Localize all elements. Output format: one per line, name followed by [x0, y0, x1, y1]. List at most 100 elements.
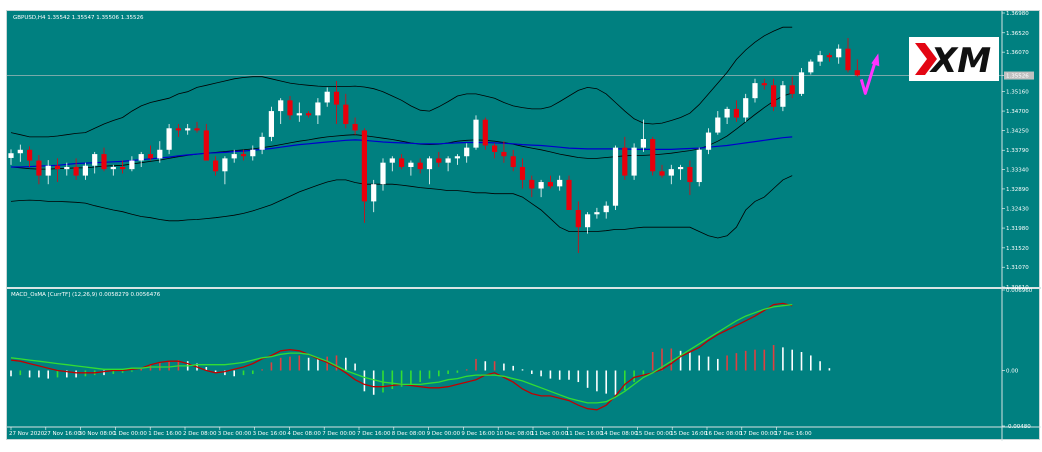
candle-body — [510, 156, 516, 167]
price-tick-label: 1.30610 — [1006, 285, 1029, 291]
candle-body — [333, 91, 340, 105]
candle-body — [27, 149, 33, 161]
candle-body — [566, 179, 572, 211]
candle-body — [743, 98, 749, 118]
candle-body — [110, 166, 116, 170]
candle-body — [92, 154, 98, 166]
time-tick-label: 11 Dec 00:00 — [531, 431, 568, 437]
macd-line — [10, 302, 793, 411]
candle-body — [640, 139, 646, 148]
time-tick-label: 17 Dec 00:00 — [740, 431, 777, 437]
candle-body — [733, 108, 739, 118]
candle-body — [529, 179, 535, 189]
candle-body — [166, 128, 172, 150]
time-tick-label: 2 Dec 08:00 — [183, 431, 217, 437]
candle-body — [715, 117, 721, 133]
time-tick-label: 27 Nov 16:00 — [44, 431, 82, 437]
candle-body — [817, 55, 823, 62]
candle-body — [417, 162, 423, 170]
candle-body — [389, 158, 395, 163]
annotation-arrowhead — [871, 53, 880, 67]
axes: 1.36980 1.36520 1.36070 1.35526 1.35160 1.347… — [7, 11, 1041, 441]
candle-body — [380, 162, 386, 185]
candle-body — [622, 147, 628, 176]
candle-body — [454, 156, 460, 159]
candle-body — [250, 149, 256, 157]
candle-body — [557, 179, 563, 187]
candle-body — [687, 166, 693, 183]
logo-mark-icon — [915, 43, 937, 75]
price-tick-label: 1.33790 — [1006, 148, 1029, 154]
price-tick-label: 1.34250 — [1006, 128, 1029, 134]
price-panel[interactable] — [7, 26, 1002, 254]
signal-line — [10, 303, 793, 404]
candle-body — [54, 165, 61, 170]
candle-body — [361, 130, 367, 202]
candle-body — [213, 160, 219, 172]
time-tick-label: 1 Dec 16:00 — [148, 431, 182, 437]
candle-body — [845, 48, 851, 71]
current-price-marker — [1004, 71, 1034, 80]
candle-body — [64, 166, 70, 170]
bollinger-lower-line — [10, 175, 793, 239]
time-tick-label: 30 Nov 08:00 — [79, 431, 117, 437]
candle-body — [371, 184, 377, 202]
price-tick-label: 1.31520 — [1006, 246, 1029, 252]
candle-body — [780, 85, 786, 107]
candle-body — [194, 128, 200, 131]
candle-body — [771, 85, 777, 107]
time-tick-label: 27 Nov 2020 — [9, 431, 45, 437]
candle-body — [147, 154, 154, 159]
candle-body — [789, 85, 795, 94]
macd-tick-label: 0.00 — [1006, 368, 1019, 374]
candle-body — [668, 169, 674, 176]
time-tick-label: 15 Dec 00:00 — [635, 431, 672, 437]
candle-body — [585, 214, 591, 228]
candle-body — [343, 104, 349, 124]
candle-body — [352, 123, 358, 131]
time-tick-label: 17 Dec 16:00 — [775, 431, 812, 437]
annotation-arrow — [859, 60, 877, 95]
candle-body — [101, 154, 107, 170]
candle-body — [519, 166, 526, 180]
time-tick-label: 9 Dec 00:00 — [427, 431, 461, 437]
time-tick-label: 7 Dec 00:00 — [322, 431, 356, 437]
price-tick-label: 1.31980 — [1006, 226, 1029, 232]
time-tick-label: 3 Dec 00:00 — [218, 431, 252, 437]
bollinger-upper-line — [10, 26, 793, 138]
candle-body — [547, 182, 553, 187]
candle-body — [231, 154, 237, 159]
candle-body — [8, 153, 14, 158]
macd-tick-label: -0.00480 — [1006, 424, 1031, 430]
price-tick-label: 1.34700 — [1006, 109, 1029, 115]
candle-body — [473, 119, 479, 148]
candle-body — [268, 111, 274, 137]
candle-body — [836, 48, 842, 58]
candle-body — [175, 128, 181, 131]
candle-body — [678, 166, 684, 170]
candle-body — [612, 147, 619, 206]
candle-body — [631, 147, 637, 176]
price-tick-label: 1.31070 — [1006, 265, 1029, 271]
candle-body — [808, 61, 814, 73]
candle-body — [138, 154, 144, 161]
time-tick-label: 9 Dec 16:00 — [461, 431, 495, 437]
candle-body — [705, 132, 712, 150]
price-tick-label: 1.35160 — [1006, 89, 1029, 95]
candle-body — [445, 158, 451, 163]
candle-body — [594, 212, 600, 215]
candle-body — [73, 166, 79, 176]
chart-canvas[interactable]: 1.36980 1.36520 1.36070 1.35526 1.35160 1.347… — [7, 11, 1041, 441]
candle-body — [324, 91, 330, 103]
candle-body — [17, 149, 23, 154]
macd-panel[interactable] — [10, 302, 831, 411]
candle-body — [203, 130, 209, 161]
time-tick-label: 7 Dec 16:00 — [357, 431, 391, 437]
candle-body — [82, 165, 88, 176]
candle-body — [408, 162, 414, 167]
chart-window[interactable]: 1.36980 1.36520 1.36070 1.35526 1.35160 1.347… — [6, 10, 1041, 441]
time-tick-label: 4 Dec 08:00 — [287, 431, 321, 437]
xm-logo: XM — [909, 37, 999, 81]
candle-body — [575, 210, 581, 228]
price-tick-label: 1.36070 — [1006, 50, 1029, 56]
